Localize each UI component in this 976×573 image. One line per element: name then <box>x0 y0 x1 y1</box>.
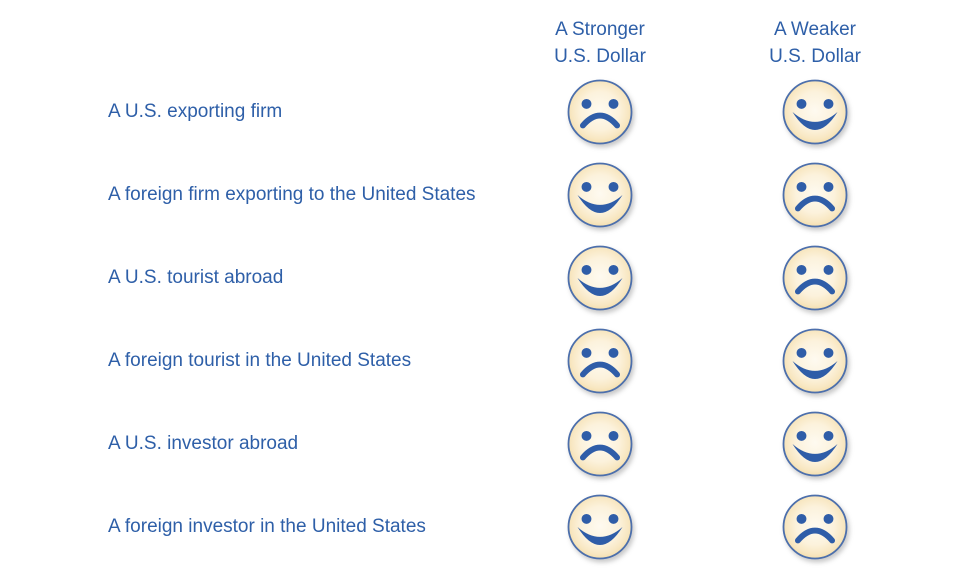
face-cell <box>708 319 922 402</box>
sad-face-icon <box>564 408 636 480</box>
happy-face-icon <box>779 408 851 480</box>
face-cell <box>492 70 708 153</box>
happy-face-icon <box>564 159 636 231</box>
row-label-us-tourist-abroad: A U.S. tourist abroad <box>108 266 284 288</box>
sad-face-icon <box>564 325 636 397</box>
face-cell <box>708 402 922 485</box>
face-cell <box>492 153 708 236</box>
column-header-line: A Weaker <box>773 19 857 40</box>
sad-face-icon <box>779 242 851 314</box>
face-cell <box>708 236 922 319</box>
sad-face-icon <box>779 159 851 231</box>
column-header-stronger-dollar: A Stronger U.S. Dollar <box>492 0 708 70</box>
column-header-line: A Stronger <box>555 19 645 40</box>
happy-face-icon <box>779 76 851 148</box>
sad-face-icon <box>564 76 636 148</box>
happy-face-icon <box>564 242 636 314</box>
row-label-us-exporting-firm: A U.S. exporting firm <box>108 100 283 122</box>
column-header-line: U.S. Dollar <box>769 46 861 67</box>
face-cell <box>708 70 922 153</box>
happy-face-icon <box>564 491 636 563</box>
face-cell <box>492 402 708 485</box>
face-cell <box>492 319 708 402</box>
face-cell <box>708 153 922 236</box>
row-label-us-investor-abroad: A U.S. investor abroad <box>108 432 299 454</box>
column-header-weaker-dollar: A Weaker U.S. Dollar <box>708 0 922 70</box>
row-label-foreign-tourist-in-us: A foreign tourist in the United States <box>108 349 412 371</box>
row-label-foreign-firm-exporting: A foreign firm exporting to the United S… <box>108 183 476 205</box>
face-cell <box>492 485 708 568</box>
sad-face-icon <box>779 491 851 563</box>
face-cell <box>708 485 922 568</box>
happy-face-icon <box>779 325 851 397</box>
face-cell <box>492 236 708 319</box>
row-label-foreign-investor-in-us: A foreign investor in the United States <box>108 515 426 537</box>
column-header-line: U.S. Dollar <box>554 46 646 67</box>
